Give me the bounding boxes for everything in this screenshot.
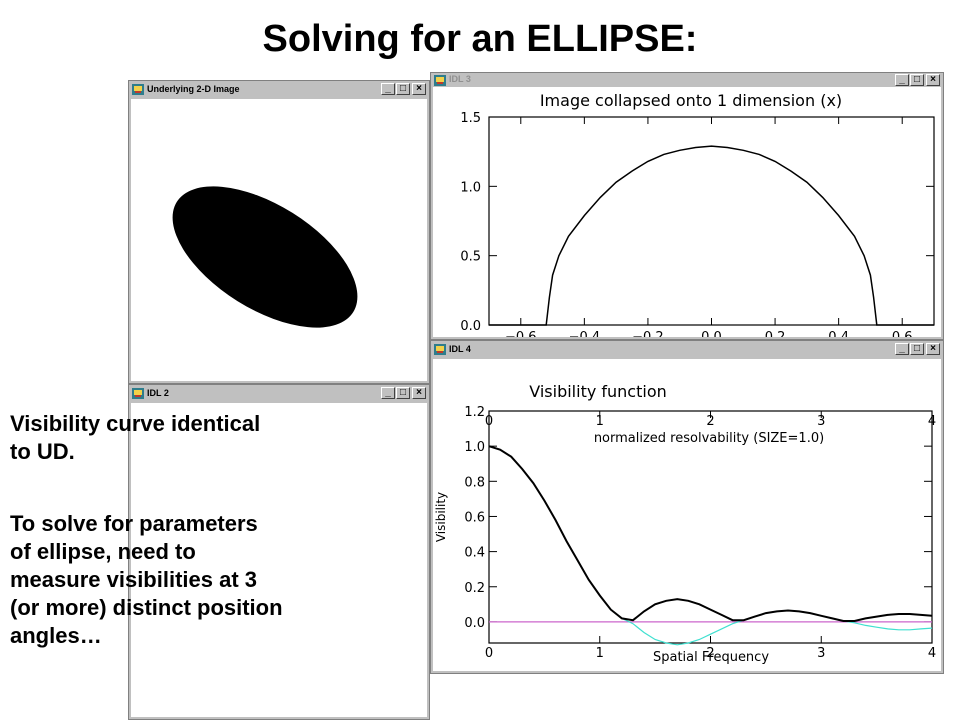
top-tick-label: 0	[485, 414, 493, 429]
image-canvas	[131, 99, 427, 381]
x-tick-label: 0.2	[765, 330, 786, 337]
maximize-button[interactable]: □	[910, 343, 924, 355]
visibility-chart: Visibility function normalized resolvabi…	[434, 382, 936, 665]
maximize-button[interactable]: □	[910, 74, 924, 86]
slide-title: Solving for an ELLIPSE:	[262, 18, 698, 60]
x-tick-label: 0.6	[892, 330, 913, 337]
idl2-window-titlebar[interactable]: IDL 2 _ □ ×	[129, 385, 429, 403]
series-line-0	[488, 445, 933, 622]
profile-curve	[489, 145, 934, 326]
idl-app-icon	[434, 75, 446, 86]
x-tick-label: 0.0	[701, 330, 722, 337]
chart-title: Image collapsed onto 1 dimension (x)	[540, 91, 842, 110]
chart-title: Visibility function	[529, 382, 667, 401]
idl2-canvas	[131, 403, 427, 717]
text-line: To solve for parameters	[10, 511, 258, 536]
collapse-window-title: IDL 3	[449, 74, 471, 84]
y-axis-label: Visibility	[434, 492, 448, 542]
x-tick-label: 2	[706, 646, 714, 661]
y-tick-label: 0.0	[460, 319, 481, 334]
close-button[interactable]: ×	[412, 387, 426, 399]
text-line: Visibility curve identical	[10, 411, 261, 436]
maximize-button[interactable]: □	[396, 387, 410, 399]
minimize-button[interactable]: _	[895, 74, 909, 86]
x-axis-label: Spatial Frequency	[653, 650, 769, 665]
y-tick-label: 1.0	[460, 180, 481, 195]
ellipse-shape	[172, 186, 358, 328]
top-tick-label: 3	[817, 414, 825, 429]
collapse-window-titlebar[interactable]: IDL 3 _ □ ×	[431, 73, 943, 87]
top-tick-label: 4	[928, 414, 936, 429]
text-block-parameters: To solve for parameters of ellipse, need…	[10, 510, 283, 650]
vis-window[interactable]: IDL 4 _ □ × Visibility function normaliz…	[430, 340, 944, 674]
x-tick-label: −0.6	[505, 330, 537, 337]
text-line: angles…	[10, 623, 102, 648]
x-tick-label: 4	[928, 646, 936, 661]
y-tick-label: 1.0	[464, 440, 485, 455]
idl-app-icon	[132, 84, 144, 95]
plot-frame	[488, 116, 935, 326]
minimize-button[interactable]: _	[381, 83, 395, 95]
minimize-button[interactable]: _	[895, 343, 909, 355]
y-tick-label: 0.0	[464, 616, 485, 631]
text-block-visibility: Visibility curve identical to UD.	[10, 410, 260, 466]
image-window[interactable]: Underlying 2-D Image _ □ ×	[128, 80, 430, 384]
idl-app-icon	[132, 388, 144, 399]
top-tick-label: 1	[596, 414, 604, 429]
y-tick-label: 0.2	[464, 581, 485, 596]
idl-app-icon	[434, 344, 446, 355]
x-tick-label: 1	[596, 646, 604, 661]
text-line: measure visibilities at 3	[10, 567, 258, 592]
collapse-chart: Image collapsed onto 1 dimension (x) −0.…	[460, 91, 935, 345]
vis-canvas: Visibility function normalized resolvabi…	[433, 359, 941, 671]
series-line-1	[488, 445, 933, 646]
maximize-button[interactable]: □	[396, 83, 410, 95]
close-button[interactable]: ×	[412, 83, 426, 95]
y-tick-label: 1.5	[460, 111, 481, 126]
chart-subtitle: normalized resolvability (SIZE=1.0)	[594, 431, 824, 446]
image-window-title: Underlying 2-D Image	[147, 84, 240, 94]
x-tick-label: 0	[485, 646, 493, 661]
text-line: (or more) distinct position	[10, 595, 283, 620]
minimize-button[interactable]: _	[381, 387, 395, 399]
y-tick-label: 1.2	[464, 405, 485, 420]
y-tick-label: 0.8	[464, 475, 485, 490]
idl2-window-title: IDL 2	[147, 388, 169, 398]
x-tick-label: −0.2	[632, 330, 664, 337]
collapse-window[interactable]: IDL 3 _ □ × Image collapsed onto 1 dimen…	[430, 72, 944, 345]
top-tick-label: 2	[706, 414, 714, 429]
y-tick-label: 0.6	[464, 510, 485, 525]
close-button[interactable]: ×	[926, 343, 940, 355]
y-tick-label: 0.5	[460, 250, 481, 265]
ellipse-image	[172, 186, 358, 328]
text-line: to UD.	[10, 439, 75, 464]
x-tick-label: 0.4	[828, 330, 849, 337]
text-line: of ellipse, need to	[10, 539, 196, 564]
collapse-canvas: Image collapsed onto 1 dimension (x) −0.…	[433, 87, 941, 345]
x-tick-label: 3	[817, 646, 825, 661]
x-tick-label: −0.4	[569, 330, 601, 337]
vis-window-titlebar[interactable]: IDL 4 _ □ ×	[431, 341, 943, 359]
image-window-titlebar[interactable]: Underlying 2-D Image _ □ ×	[129, 81, 429, 99]
idl2-window[interactable]: IDL 2 _ □ ×	[128, 384, 430, 720]
y-tick-label: 0.4	[464, 546, 485, 561]
vis-window-title: IDL 4	[449, 344, 471, 354]
close-button[interactable]: ×	[926, 74, 940, 86]
